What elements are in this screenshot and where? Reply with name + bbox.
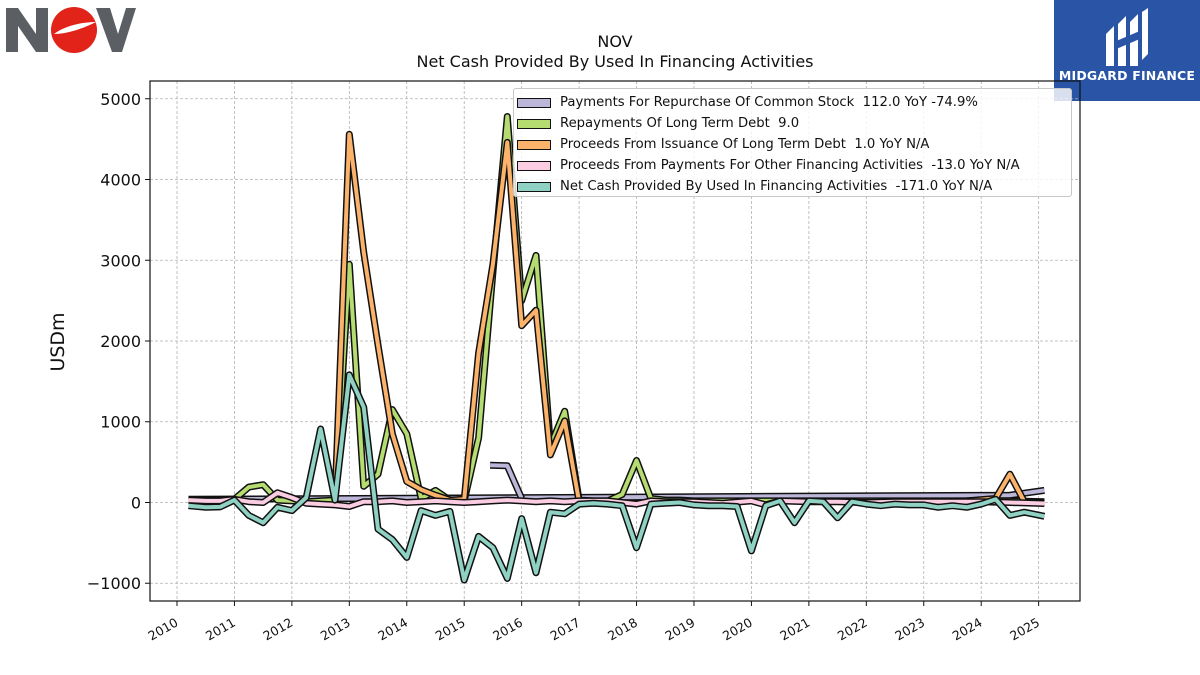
nov-logo-swoosh — [54, 22, 96, 34]
x-tick-label: 2025 — [1007, 615, 1042, 644]
x-tick-label: 2016 — [490, 615, 525, 644]
x-tick-label: 2014 — [375, 615, 410, 644]
x-tick-label: 2023 — [892, 615, 927, 644]
series-line-outline — [489, 461, 525, 500]
legend-swatch-proceeds-issuance — [517, 139, 551, 150]
legend-label-repurchase: Payments For Repurchase Of Common Stock … — [560, 95, 978, 110]
y-tick-label: 3000 — [100, 251, 141, 270]
midgard-brand-text: MIDGARD FINANCE — [1058, 68, 1196, 83]
x-tick-label: 2012 — [260, 615, 295, 644]
x-tick-label: 2010 — [145, 615, 180, 644]
y-tick-label: 0 — [131, 493, 141, 512]
x-tick-label: 2015 — [433, 615, 468, 644]
x-tick-label: 2018 — [605, 615, 640, 644]
y-tick-label: −1000 — [87, 574, 141, 593]
series-line-repurchase — [490, 463, 524, 500]
legend-label-repayments: Repayments Of Long Term Debt 9.0 — [560, 116, 800, 131]
x-tick-label: 2024 — [950, 615, 985, 644]
x-tick-label: 2019 — [662, 615, 697, 644]
x-tick-label: 2020 — [720, 615, 755, 644]
legend-swatch-net-cash — [517, 181, 551, 192]
legend-swatch-repurchase — [517, 97, 551, 108]
legend-item-proceeds-issuance: Proceeds From Issuance Of Long Term Debt… — [514, 134, 1071, 155]
y-tick-label: 4000 — [100, 171, 141, 190]
x-tick-label: 2021 — [777, 615, 812, 644]
nov-logo-n-shape — [6, 8, 48, 52]
nov-logo-graphic — [6, 7, 136, 53]
chart-subtitle: Net Cash Provided By Used In Financing A… — [416, 52, 814, 71]
series-lines — [188, 113, 1046, 584]
y-axis-label: USDm — [47, 312, 69, 371]
legend-label-proceeds-issuance: Proceeds From Issuance Of Long Term Debt… — [560, 137, 930, 152]
x-tick-label: 2022 — [835, 615, 870, 644]
y-tick-label: 5000 — [100, 90, 141, 109]
legend-item-net-cash: Net Cash Provided By Used In Financing A… — [514, 176, 1071, 197]
legend-label-net-cash: Net Cash Provided By Used In Financing A… — [560, 179, 993, 194]
legend-swatch-repayments — [517, 118, 551, 129]
y-tick-label: 1000 — [100, 413, 141, 432]
x-tick-label: 2013 — [318, 615, 353, 644]
x-tick-label: 2011 — [203, 615, 238, 644]
y-tick-label: 2000 — [100, 332, 141, 351]
legend-item-repayments: Repayments Of Long Term Debt 9.0 — [514, 113, 1071, 134]
x-tick-label: 2017 — [548, 615, 583, 644]
legend-item-proceeds-other: Proceeds From Payments For Other Financi… — [514, 155, 1071, 176]
nov-logo-v-shape — [96, 8, 136, 52]
legend-item-repurchase: Payments For Repurchase Of Common Stock … — [514, 92, 1071, 113]
midgard-brand-icon — [1106, 8, 1148, 66]
series-line-net_cash — [188, 372, 1045, 582]
midgard-finance-logo: MIDGARD FINANCE — [1054, 0, 1200, 101]
legend-label-proceeds-other: Proceeds From Payments For Other Financi… — [560, 158, 1020, 173]
series-line-outline — [188, 371, 1046, 584]
chart-legend: Payments For Repurchase Of Common Stock … — [513, 88, 1072, 197]
nov-logo — [4, 4, 136, 56]
legend-swatch-proceeds-other — [517, 160, 551, 171]
chart-title: NOV — [597, 32, 633, 51]
